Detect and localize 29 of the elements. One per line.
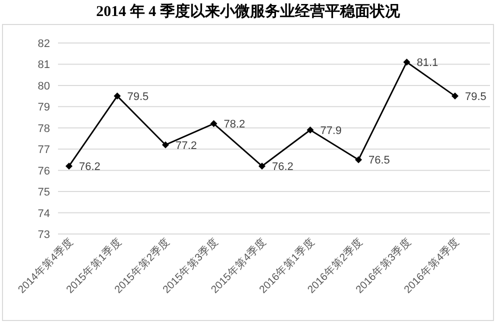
y-tick-label: 76 xyxy=(38,165,50,178)
data-label: 76.5 xyxy=(368,154,390,167)
y-tick-label: 79 xyxy=(38,102,50,114)
point xyxy=(403,58,410,66)
y-tick-label: 77 xyxy=(38,144,50,156)
data-label: 76.2 xyxy=(79,161,100,174)
y-tick-label: 73 xyxy=(38,229,50,241)
point xyxy=(306,126,314,134)
data-label: 77.2 xyxy=(176,140,197,152)
point xyxy=(258,162,266,170)
y-tick-label: 74 xyxy=(38,208,50,220)
chart-title: 2014 年 4 季度以来小微服务业经营平稳面状况 xyxy=(96,2,401,20)
y-tick-label: 80 xyxy=(38,80,50,92)
y-tick-label: 82 xyxy=(38,38,50,50)
point xyxy=(210,120,218,128)
data-label: 77.9 xyxy=(320,125,342,138)
data-label: 79.5 xyxy=(127,91,149,104)
point xyxy=(452,92,458,100)
point xyxy=(114,92,121,100)
y-tick-label: 81 xyxy=(38,59,50,72)
data-label: 76.2 xyxy=(272,161,294,174)
point xyxy=(66,162,72,170)
data-label: 79.5 xyxy=(465,91,486,104)
y-tick-label: 78 xyxy=(38,122,50,135)
data-label: 81.1 xyxy=(416,57,438,70)
data-label: 78.2 xyxy=(224,118,246,131)
y-tick-label: 75 xyxy=(38,186,50,199)
point xyxy=(162,141,169,148)
point xyxy=(355,156,362,164)
